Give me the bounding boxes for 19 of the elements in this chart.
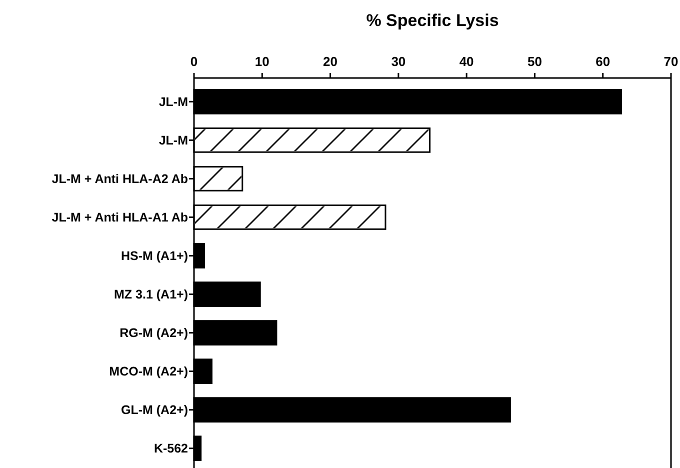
y-tick-label: JL-M: [158, 134, 188, 148]
x-tick-label: 40: [459, 54, 474, 69]
y-tick-label: JL-M + Anti HLA-A1 Ab: [52, 210, 188, 225]
y-tick-label: RG-M (A2+): [120, 326, 188, 340]
y-tick-label: MZ 3.1 (A1+): [114, 288, 188, 302]
y-tick-label: K-562: [154, 442, 188, 456]
chart-title: % Specific Lysis: [366, 11, 499, 30]
x-tick-label: 10: [254, 54, 270, 69]
x-tick-label: 30: [391, 54, 406, 69]
x-tick-label: 0: [190, 54, 198, 69]
y-tick-label: MCO-M (A2+): [109, 364, 188, 379]
x-tick-label: 50: [527, 54, 542, 69]
x-tick-label: 20: [323, 54, 338, 69]
y-tick-label: JL-M: [158, 95, 188, 110]
x-tick-label: 70: [664, 54, 678, 69]
y-tick-label: HS-M (A1+): [120, 249, 188, 264]
y-tick-label: GL-M (A2+): [120, 403, 188, 418]
y-tick-label: JL-M + Anti HLA-A2 Ab: [52, 172, 188, 186]
x-tick-label: 60: [596, 54, 610, 69]
